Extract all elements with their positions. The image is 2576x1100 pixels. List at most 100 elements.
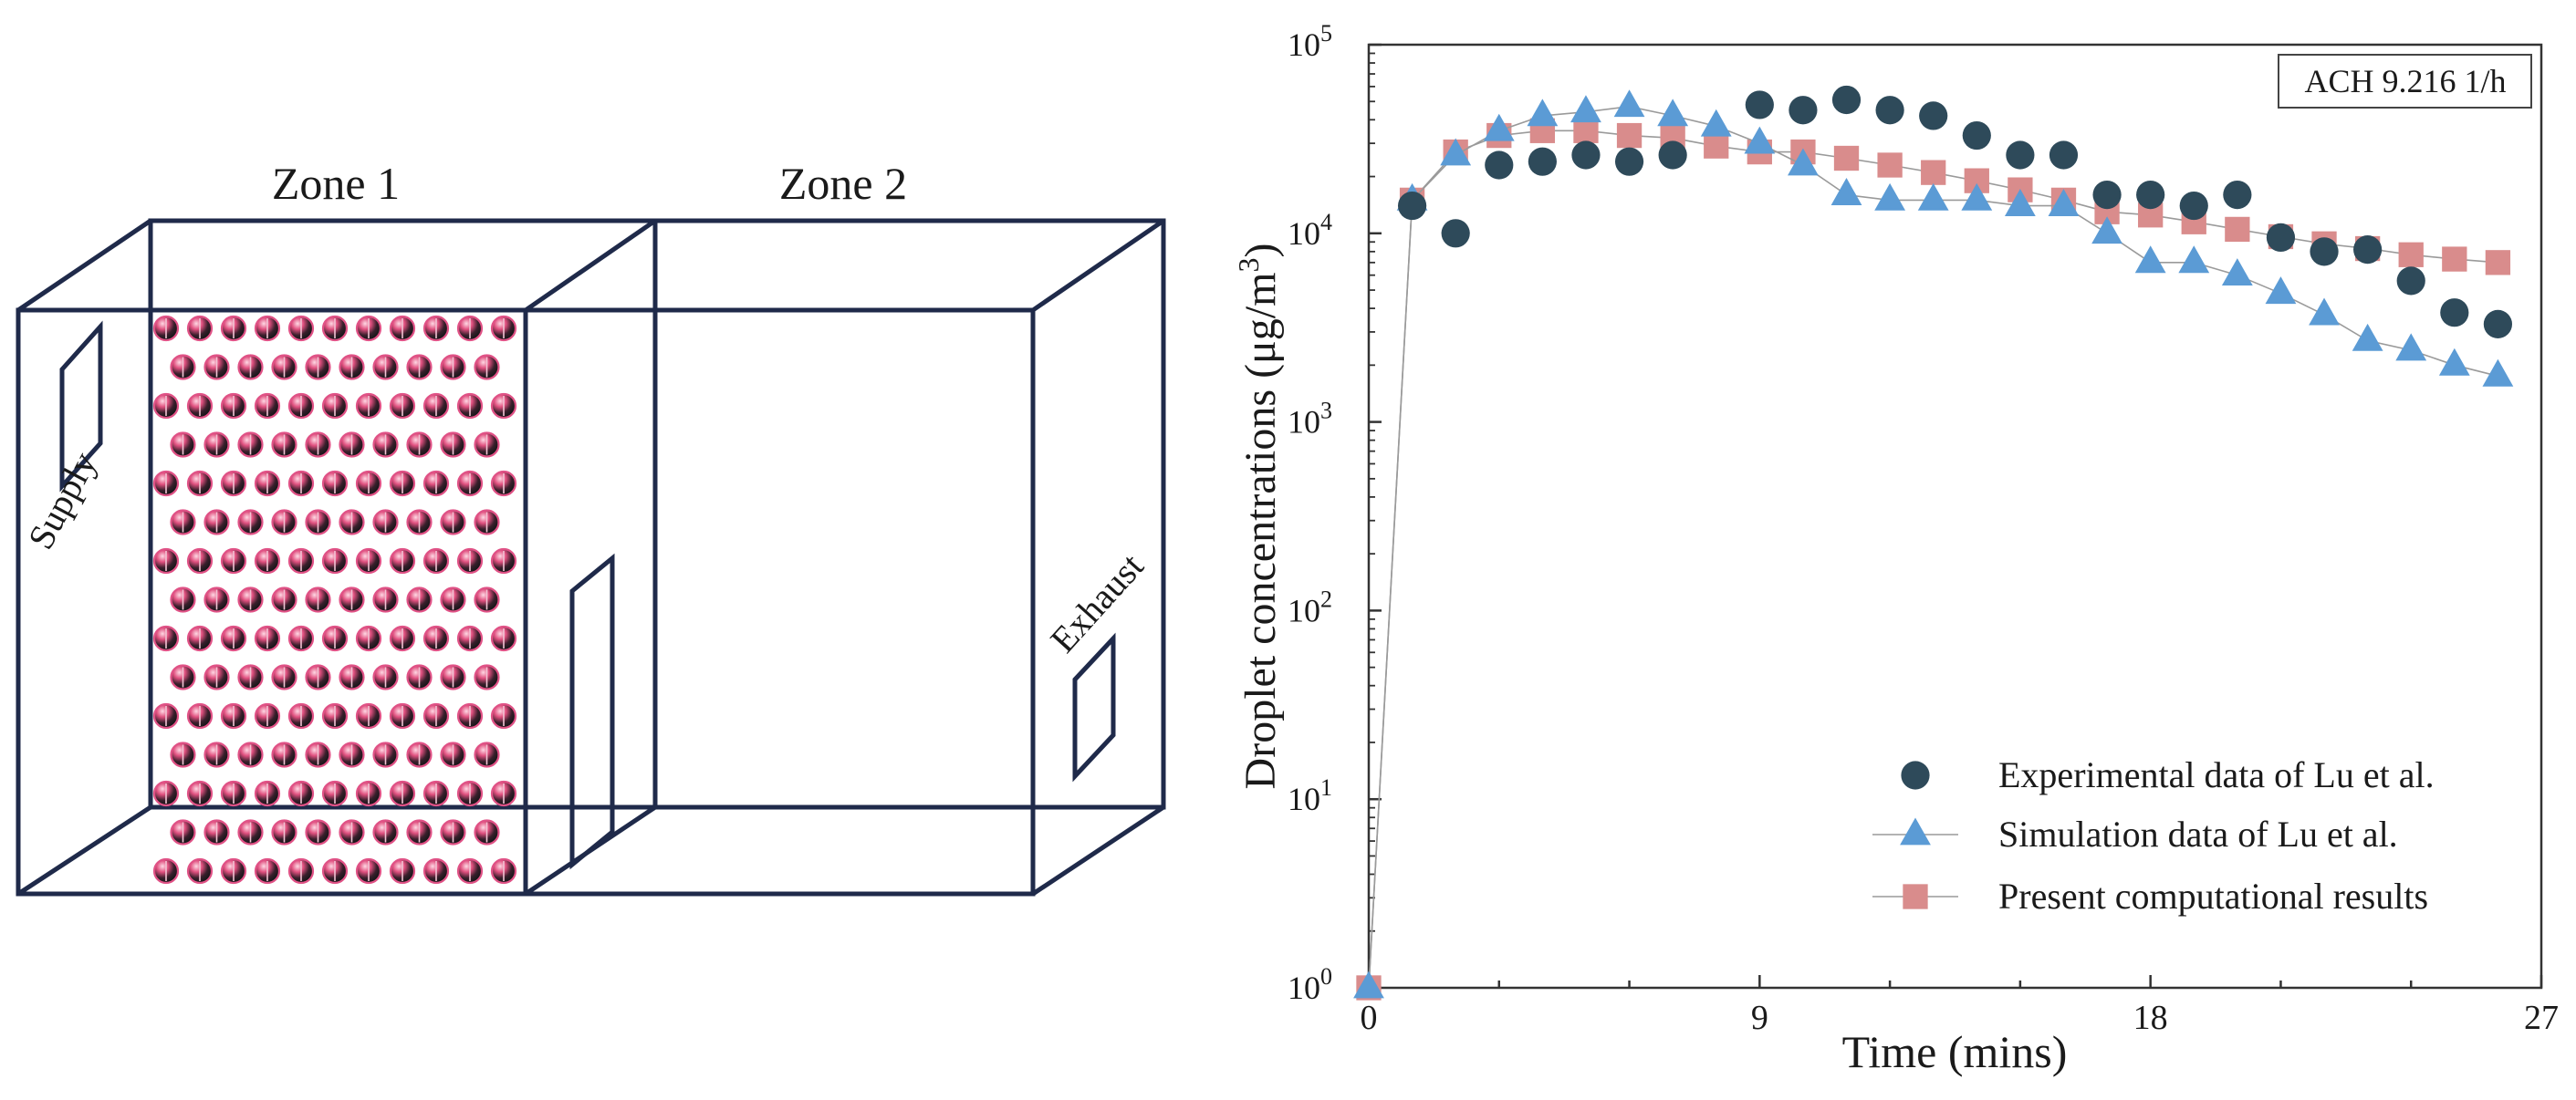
data-point <box>1440 138 1472 166</box>
droplet <box>372 431 399 458</box>
data-point <box>2136 180 2165 210</box>
droplet <box>203 742 230 768</box>
data-point <box>1573 118 1599 143</box>
droplet <box>389 470 416 497</box>
droplet <box>254 780 281 807</box>
supply-label: Supply <box>20 445 105 555</box>
droplet <box>237 664 264 690</box>
droplet <box>152 780 180 807</box>
droplet <box>389 392 416 420</box>
droplet <box>474 664 500 690</box>
droplet <box>422 702 450 730</box>
droplet <box>456 702 484 730</box>
droplet <box>389 780 416 807</box>
depth-edge-top-left <box>16 218 152 313</box>
legend-marker <box>1901 761 1930 790</box>
droplet <box>186 780 214 807</box>
droplet <box>321 625 349 652</box>
droplet <box>456 625 484 652</box>
droplet <box>339 664 365 690</box>
droplet <box>305 354 331 380</box>
data-point <box>1704 133 1729 159</box>
droplet <box>372 509 399 535</box>
droplet <box>237 586 264 613</box>
droplet <box>406 509 433 535</box>
droplet <box>490 470 517 497</box>
data-point <box>2178 245 2210 274</box>
droplet <box>422 625 450 652</box>
droplet <box>321 857 349 885</box>
droplet <box>339 819 365 846</box>
data-point <box>2265 276 2297 305</box>
droplet <box>254 547 281 575</box>
droplet <box>186 702 214 730</box>
legend-label: Present computational results <box>1998 876 2428 917</box>
droplet <box>422 547 450 575</box>
droplet <box>254 625 281 652</box>
x-tick-label: 18 <box>2133 999 2168 1037</box>
droplet <box>186 857 214 885</box>
droplet <box>220 625 247 652</box>
annotation-text: ACH 9.216 1/h <box>2304 63 2506 99</box>
x-tick-label: 0 <box>1361 999 1378 1037</box>
droplet <box>287 780 315 807</box>
data-point <box>1875 96 1904 125</box>
droplet <box>254 857 281 885</box>
data-point <box>2352 323 2383 351</box>
droplet <box>355 392 382 420</box>
droplet <box>203 586 230 613</box>
supply-vent <box>59 320 103 493</box>
droplet <box>271 742 297 768</box>
droplet <box>237 354 264 380</box>
droplet <box>254 315 281 342</box>
door <box>569 553 615 870</box>
droplet <box>152 857 180 885</box>
legend-entry: Experimental data of Lu et al. <box>1901 754 2435 795</box>
droplet <box>321 780 349 807</box>
droplet <box>355 780 382 807</box>
droplet <box>152 470 180 497</box>
y-tick-label: 105 <box>1288 20 1332 63</box>
droplet <box>186 625 214 652</box>
droplet <box>456 470 484 497</box>
droplet <box>456 315 484 342</box>
data-point <box>1789 96 1818 125</box>
zone2-back-face <box>652 218 1166 810</box>
droplet <box>237 509 264 535</box>
data-point <box>1831 85 1862 115</box>
droplet <box>372 742 399 768</box>
droplet <box>474 742 500 768</box>
droplet <box>422 470 450 497</box>
droplet <box>406 354 433 380</box>
droplet <box>186 392 214 420</box>
droplet <box>170 664 196 690</box>
data-point <box>2092 180 2122 210</box>
droplet <box>456 780 484 807</box>
data-point <box>2309 297 2340 326</box>
droplet <box>287 470 315 497</box>
data-point <box>1353 970 1384 999</box>
zone2-label: Zone 2 <box>779 158 907 209</box>
y-tick-label: 103 <box>1288 398 1332 441</box>
data-point <box>1877 152 1903 178</box>
data-point <box>2485 250 2511 275</box>
data-point <box>1700 109 1732 137</box>
data-point <box>1613 89 1645 118</box>
droplet <box>406 742 433 768</box>
droplet <box>389 547 416 575</box>
droplet <box>321 547 349 575</box>
droplet <box>203 509 230 535</box>
droplet <box>422 857 450 885</box>
exhaust-vent <box>1072 632 1116 783</box>
droplet <box>321 315 349 342</box>
x-axis-ticks: 0 9 18 27 <box>1361 975 2559 1037</box>
droplet <box>339 354 365 380</box>
droplet <box>220 702 247 730</box>
droplet <box>389 857 416 885</box>
data-point <box>1483 113 1515 141</box>
data-point <box>2353 235 2383 265</box>
data-point <box>2310 237 2339 266</box>
droplet <box>287 315 315 342</box>
droplet <box>170 819 196 846</box>
